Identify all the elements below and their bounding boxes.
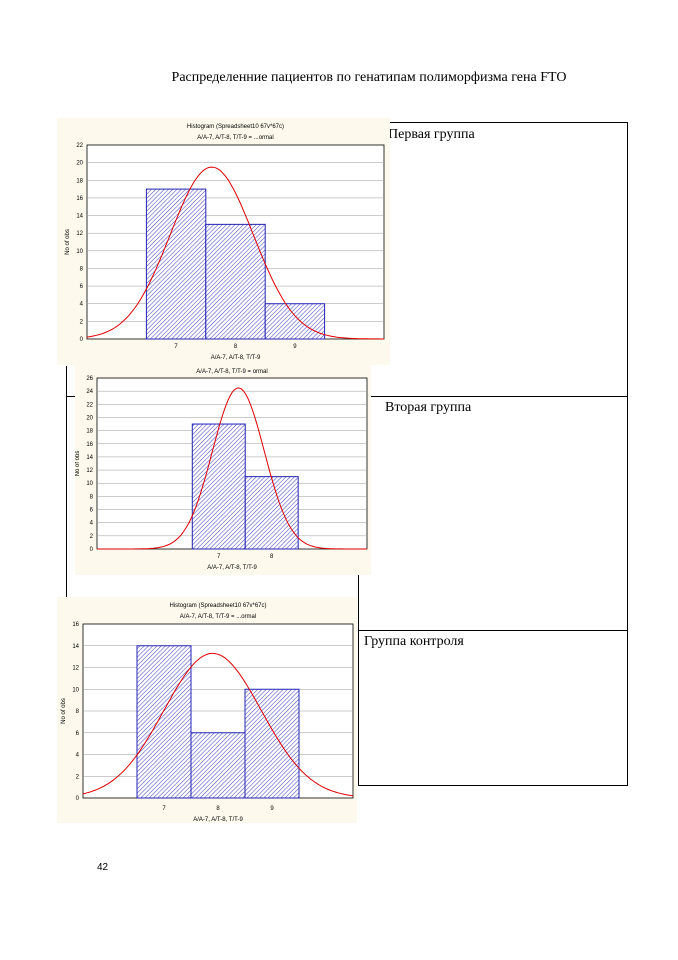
y-tick-label: 12	[72, 666, 79, 672]
y-tick-label: 6	[90, 508, 94, 514]
y-tick-label: 14	[86, 455, 93, 461]
x-tick-label: 7	[162, 806, 166, 812]
histogram-bar	[136, 645, 192, 799]
y-axis-label: No of obs	[75, 451, 81, 477]
y-tick-label: 10	[86, 481, 93, 487]
group-label-second: Вторая группа	[385, 400, 472, 415]
y-axis-label: No of obs	[65, 229, 71, 255]
y-tick-label: 0	[90, 547, 94, 553]
y-tick-label: 12	[86, 468, 93, 474]
x-tick-label: 8	[270, 554, 274, 560]
histogram-bar	[190, 732, 246, 799]
y-tick-label: 10	[72, 687, 79, 693]
y-tick-label: 14	[72, 644, 79, 650]
x-tick-label: 9	[270, 806, 274, 812]
y-tick-label: 8	[90, 494, 94, 500]
y-tick-label: 4	[76, 753, 80, 759]
x-tick-label: 9	[293, 344, 297, 350]
y-tick-label: 16	[76, 196, 83, 202]
y-tick-label: 4	[80, 302, 84, 308]
normal-curve	[86, 166, 384, 340]
x-tick-label: 7	[217, 554, 221, 560]
chart-title: Histogram (Spreadsheet10 67v*67c)	[187, 124, 284, 130]
normal-curve	[97, 387, 367, 550]
table-left-line	[66, 366, 67, 598]
y-tick-label: 18	[76, 178, 83, 184]
histogram-bar	[244, 476, 299, 550]
histogram-bar	[264, 303, 326, 340]
table-divider-2	[358, 630, 628, 631]
histogram-svg-control: 0 2 4 6 8 10 12 14 16 7 8 9 Histogram (Spreadsheet10…	[57, 597, 357, 823]
page-heading: Распределенние пациентов по генатипам по…	[171, 70, 567, 85]
y-tick-label: 6	[80, 284, 84, 290]
y-tick-label: 2	[90, 534, 94, 540]
y-tick-label: 18	[86, 429, 93, 435]
x-axis-label: A/A-7, A/T-8, T/T-9	[193, 817, 243, 823]
chart-title: Histogram (Spreadsheet10 67v*67c)	[169, 603, 266, 609]
table-border-top	[385, 122, 628, 123]
y-tick-label: 16	[72, 622, 79, 628]
y-tick-label: 22	[86, 402, 93, 408]
group-label-control: Группа контроля	[364, 634, 464, 649]
histogram-control-group: 0 2 4 6 8 10 12 14 16 7 8 9 Histogram (Spreadsheet10…	[57, 597, 357, 823]
page-number: 42	[97, 862, 109, 873]
y-tick-label: 4	[90, 521, 94, 527]
y-tick-label: 20	[76, 161, 83, 167]
y-tick-label: 26	[86, 376, 93, 382]
table-border-bottom	[358, 785, 628, 786]
x-axis-label: A/A-7, A/T-8, T/T-9	[211, 355, 261, 361]
y-tick-label: 16	[86, 442, 93, 448]
table-column-line	[358, 574, 359, 786]
chart-subtitle: A/A-7, A/T-8, T/T-9 = ...ormal	[197, 135, 273, 141]
chart-subtitle: A/A-7, A/T-8, T/T-9 = ...ormal	[180, 614, 256, 620]
y-axis-label: No of obs	[61, 698, 67, 724]
y-tick-label: 10	[76, 249, 83, 255]
histogram-first-group: 0 2 4 6 8 10 12 14 16 18 20 22 7 8 9 Histogram (Spreads…	[57, 118, 390, 365]
y-tick-label: 6	[76, 731, 80, 737]
x-axis-label: A/A-7, A/T-8, T/T-9	[207, 565, 257, 571]
y-tick-label: 14	[76, 214, 83, 220]
y-tick-label: 0	[76, 796, 80, 802]
chart-subtitle: A/A-7, A/T-8, T/T-9 = ormal	[196, 369, 267, 375]
x-tick-label: 7	[174, 344, 178, 350]
histogram-bar	[191, 423, 246, 550]
normal-curve	[82, 652, 354, 797]
x-tick-label: 8	[234, 344, 238, 350]
group-label-first: Первая группа	[388, 127, 475, 142]
y-tick-label: 24	[86, 389, 93, 395]
histogram-bar	[145, 188, 207, 340]
histogram-bar	[205, 223, 266, 340]
y-tick-label: 2	[80, 319, 84, 325]
y-tick-label: 0	[80, 337, 84, 343]
y-tick-label: 12	[76, 231, 83, 237]
y-tick-label: 22	[76, 143, 83, 149]
table-border-right	[627, 122, 628, 785]
x-tick-label: 8	[216, 806, 220, 812]
y-tick-label: 20	[86, 415, 93, 421]
histogram-bar	[244, 688, 300, 799]
y-tick-label: 2	[76, 774, 80, 780]
y-tick-label: 8	[80, 266, 84, 272]
histogram-second-group: 0 2 4 6 8 10 12 14 16 18 20 22 24 26 7 8 A/A-7, A/T-8, T…	[75, 365, 371, 575]
histogram-svg-first: 0 2 4 6 8 10 12 14 16 18 20 22 7 8 9 Histogram (Spreads…	[57, 118, 390, 365]
y-tick-label: 8	[76, 709, 80, 715]
